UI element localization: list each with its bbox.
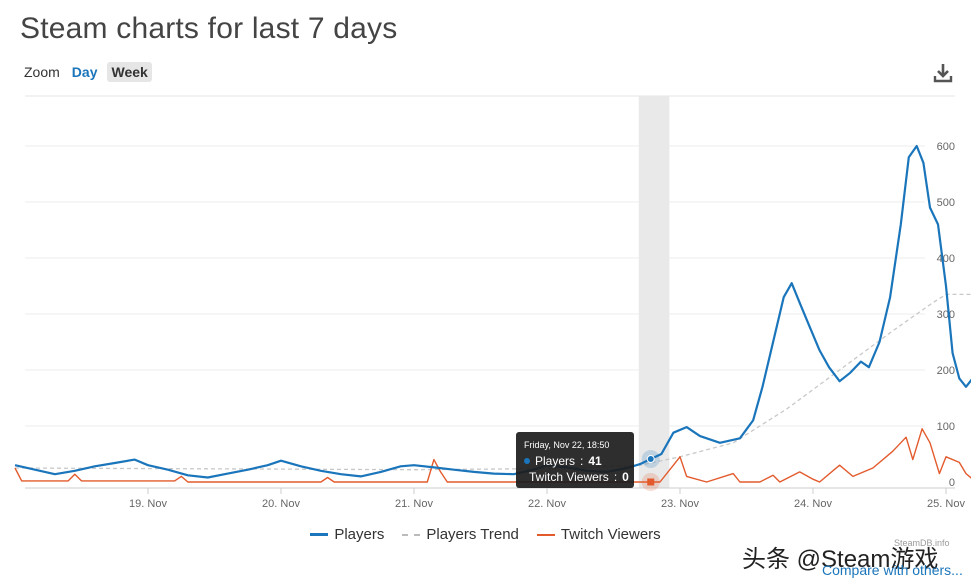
download-icon[interactable] — [932, 62, 954, 84]
legend-item-twitch-viewers[interactable]: Twitch Viewers — [536, 526, 661, 543]
zoom-day-button[interactable]: Day — [71, 64, 98, 80]
hover-point-twitch — [647, 478, 655, 486]
tooltip-date: Friday, Nov 22, 18:50 — [524, 440, 610, 450]
players-chart[interactable]: 0 100 200 300 400 500 600 19. Nov 20. Nov 21. Nov… — [0, 0, 971, 526]
tooltip-row-twitch: Twitch Viewers: 0 — [529, 470, 629, 484]
legend-swatch-players-trend — [402, 533, 421, 536]
tooltip-twitch-label: Twitch Viewers — [529, 470, 609, 484]
legend-swatch-players — [310, 533, 329, 536]
y-tick-label-500: 500 — [937, 197, 955, 209]
x-tick-label-0: 19. Nov — [129, 498, 167, 510]
watermark: 头条 @Steam游戏 — [742, 546, 939, 573]
tooltip-players-label: Players — [535, 454, 576, 468]
chart-legend: Players Players Trend Twitch Viewers — [0, 526, 971, 543]
legend-item-players-trend[interactable]: Players Trend — [402, 526, 519, 543]
legend-item-players[interactable]: Players — [310, 526, 384, 543]
chart-tooltip: Friday, Nov 22, 18:50 Players: 41 Twitch… — [516, 432, 634, 488]
series-line-twitch-viewers — [14, 428, 971, 483]
zoom-label: Zoom — [24, 64, 60, 80]
zoom-week-button[interactable]: Week — [107, 62, 152, 82]
tooltip-players-dot — [524, 458, 530, 464]
y-tick-label-200: 200 — [937, 365, 955, 377]
legend-swatch-twitch-viewers — [536, 533, 555, 536]
x-tick-label-1: 20. Nov — [262, 498, 300, 510]
y-tick-label-600: 600 — [937, 141, 955, 153]
steamdb-credit[interactable]: SteamDB.info — [894, 538, 950, 548]
y-tick-label-300: 300 — [937, 309, 955, 321]
y-tick-label-400: 400 — [937, 253, 955, 265]
tooltip-players-value: 41 — [588, 454, 602, 468]
page-title: Steam charts for last 7 days — [20, 12, 398, 45]
x-tick-label-2: 21. Nov — [395, 498, 433, 510]
series-line-players-trend — [14, 293, 971, 471]
x-tick-label-6: 25. Nov — [927, 498, 965, 510]
tooltip-twitch-value: 0 — [622, 470, 629, 484]
x-tick-label-3: 22. Nov — [528, 498, 566, 510]
tooltip-row-players: Players: 41 — [524, 454, 626, 468]
compare-link[interactable]: Compare with others... — [822, 562, 963, 578]
hover-highlight-band — [638, 96, 670, 488]
zoom-controls: Zoom Day Week — [24, 62, 158, 82]
legend-label-players: Players — [334, 526, 385, 543]
hover-point-players — [646, 455, 655, 464]
x-tick-label-5: 24. Nov — [794, 498, 832, 510]
legend-label-players-trend: Players Trend — [426, 526, 519, 543]
y-tick-label-100: 100 — [937, 421, 955, 433]
x-tick-label-4: 23. Nov — [661, 498, 699, 510]
legend-label-twitch-viewers: Twitch Viewers — [560, 526, 661, 543]
series-line-players — [14, 144, 971, 479]
y-tick-label-0: 0 — [949, 477, 955, 489]
